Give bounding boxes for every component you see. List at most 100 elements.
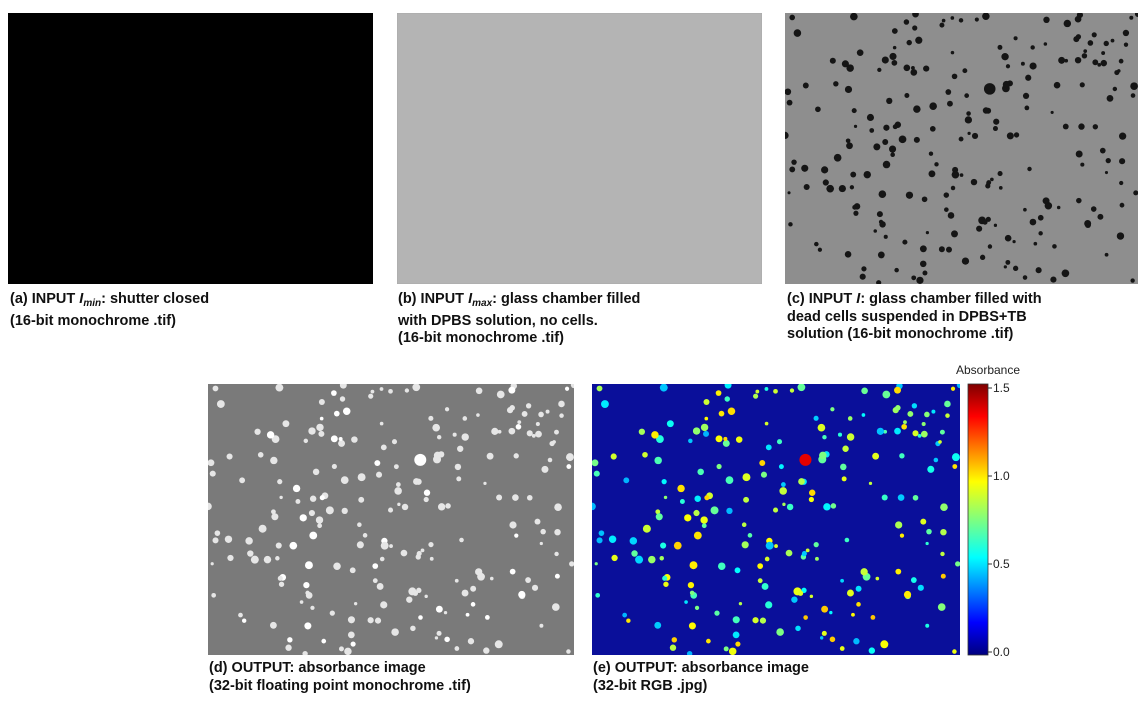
- cell: [1081, 53, 1088, 59]
- cell: [833, 81, 839, 87]
- cell: [962, 68, 968, 74]
- cell: [424, 594, 428, 599]
- cell: [947, 212, 955, 219]
- cell: [851, 612, 855, 617]
- cell: [662, 575, 668, 581]
- cell: [899, 453, 905, 459]
- cell: [226, 453, 233, 460]
- cell: [347, 616, 356, 624]
- cell: [868, 481, 873, 486]
- cell: [872, 452, 880, 460]
- cell: [410, 625, 416, 632]
- cell: [434, 636, 439, 640]
- cell: [817, 423, 826, 432]
- cell: [512, 494, 519, 501]
- cell: [941, 18, 946, 23]
- cell: [669, 644, 677, 651]
- cell: [596, 537, 603, 544]
- cell: [757, 578, 763, 584]
- cell: [920, 518, 927, 525]
- caption-line: (d) OUTPUT: absorbance image: [209, 660, 471, 678]
- caption-c: (c) INPUT I: glass chamber filled with de…: [787, 291, 1042, 344]
- image-imax: [397, 13, 762, 284]
- cell: [786, 99, 793, 106]
- cell: [863, 170, 871, 179]
- cell: [1005, 64, 1011, 69]
- cell: [420, 548, 425, 553]
- cell: [1013, 132, 1020, 138]
- cell: [846, 433, 855, 441]
- cell: [803, 183, 810, 190]
- cell: [1062, 123, 1069, 130]
- cell: [379, 421, 384, 426]
- cell: [933, 457, 939, 463]
- cell: [982, 219, 988, 225]
- cell: [734, 567, 741, 574]
- cell: [861, 387, 868, 395]
- cell: [303, 582, 310, 589]
- cell: [840, 578, 844, 583]
- cell: [642, 451, 648, 458]
- cell: [679, 499, 685, 504]
- cell: [789, 14, 796, 21]
- cell: [813, 415, 819, 421]
- cell: [718, 410, 725, 417]
- cell: [465, 612, 470, 617]
- cell: [1090, 206, 1097, 212]
- cell: [814, 241, 819, 247]
- cell: [538, 411, 544, 418]
- cell: [856, 49, 864, 56]
- cell: [295, 499, 301, 504]
- cell: [526, 494, 533, 501]
- cell: [554, 528, 561, 536]
- cell: [1122, 29, 1130, 37]
- cell: [309, 531, 318, 540]
- cell: [432, 423, 441, 432]
- cell: [883, 234, 888, 239]
- cell: [868, 647, 876, 654]
- cell: [1061, 269, 1070, 278]
- cell: [245, 537, 253, 545]
- cell: [778, 464, 784, 470]
- cell: [656, 435, 664, 443]
- cell: [780, 482, 786, 487]
- cell: [997, 44, 1003, 50]
- cell: [282, 420, 290, 428]
- cell: [985, 216, 991, 222]
- cell: [611, 554, 618, 562]
- cell: [844, 85, 853, 94]
- cell: [238, 612, 243, 618]
- caption-text: I: [468, 291, 473, 307]
- cell: [1035, 267, 1042, 274]
- cell: [275, 384, 284, 392]
- cell: [254, 428, 261, 435]
- caption-line: (32-bit floating point monochrome .tif): [209, 678, 471, 696]
- cell: [704, 416, 709, 421]
- cell: [598, 530, 605, 536]
- cell: [966, 111, 971, 116]
- cell: [299, 600, 304, 604]
- cell: [389, 544, 393, 548]
- cell: [986, 180, 992, 185]
- cell: [372, 563, 379, 569]
- cell: [224, 535, 233, 543]
- cell: [496, 390, 505, 399]
- cell: [928, 170, 936, 178]
- cell: [952, 464, 958, 469]
- cell: [805, 548, 810, 553]
- cell: [898, 135, 907, 144]
- cell: [380, 444, 387, 451]
- cell: [726, 507, 733, 515]
- cell: [292, 484, 301, 493]
- cell: [277, 575, 283, 581]
- caption-text: max: [472, 298, 493, 309]
- cell: [356, 541, 364, 549]
- cell: [319, 416, 324, 421]
- cell: [911, 403, 918, 409]
- cell: [1002, 80, 1011, 89]
- cell: [531, 584, 539, 591]
- cell: [752, 617, 759, 624]
- cell: [638, 428, 646, 435]
- cell: [308, 427, 316, 435]
- cell: [735, 641, 741, 647]
